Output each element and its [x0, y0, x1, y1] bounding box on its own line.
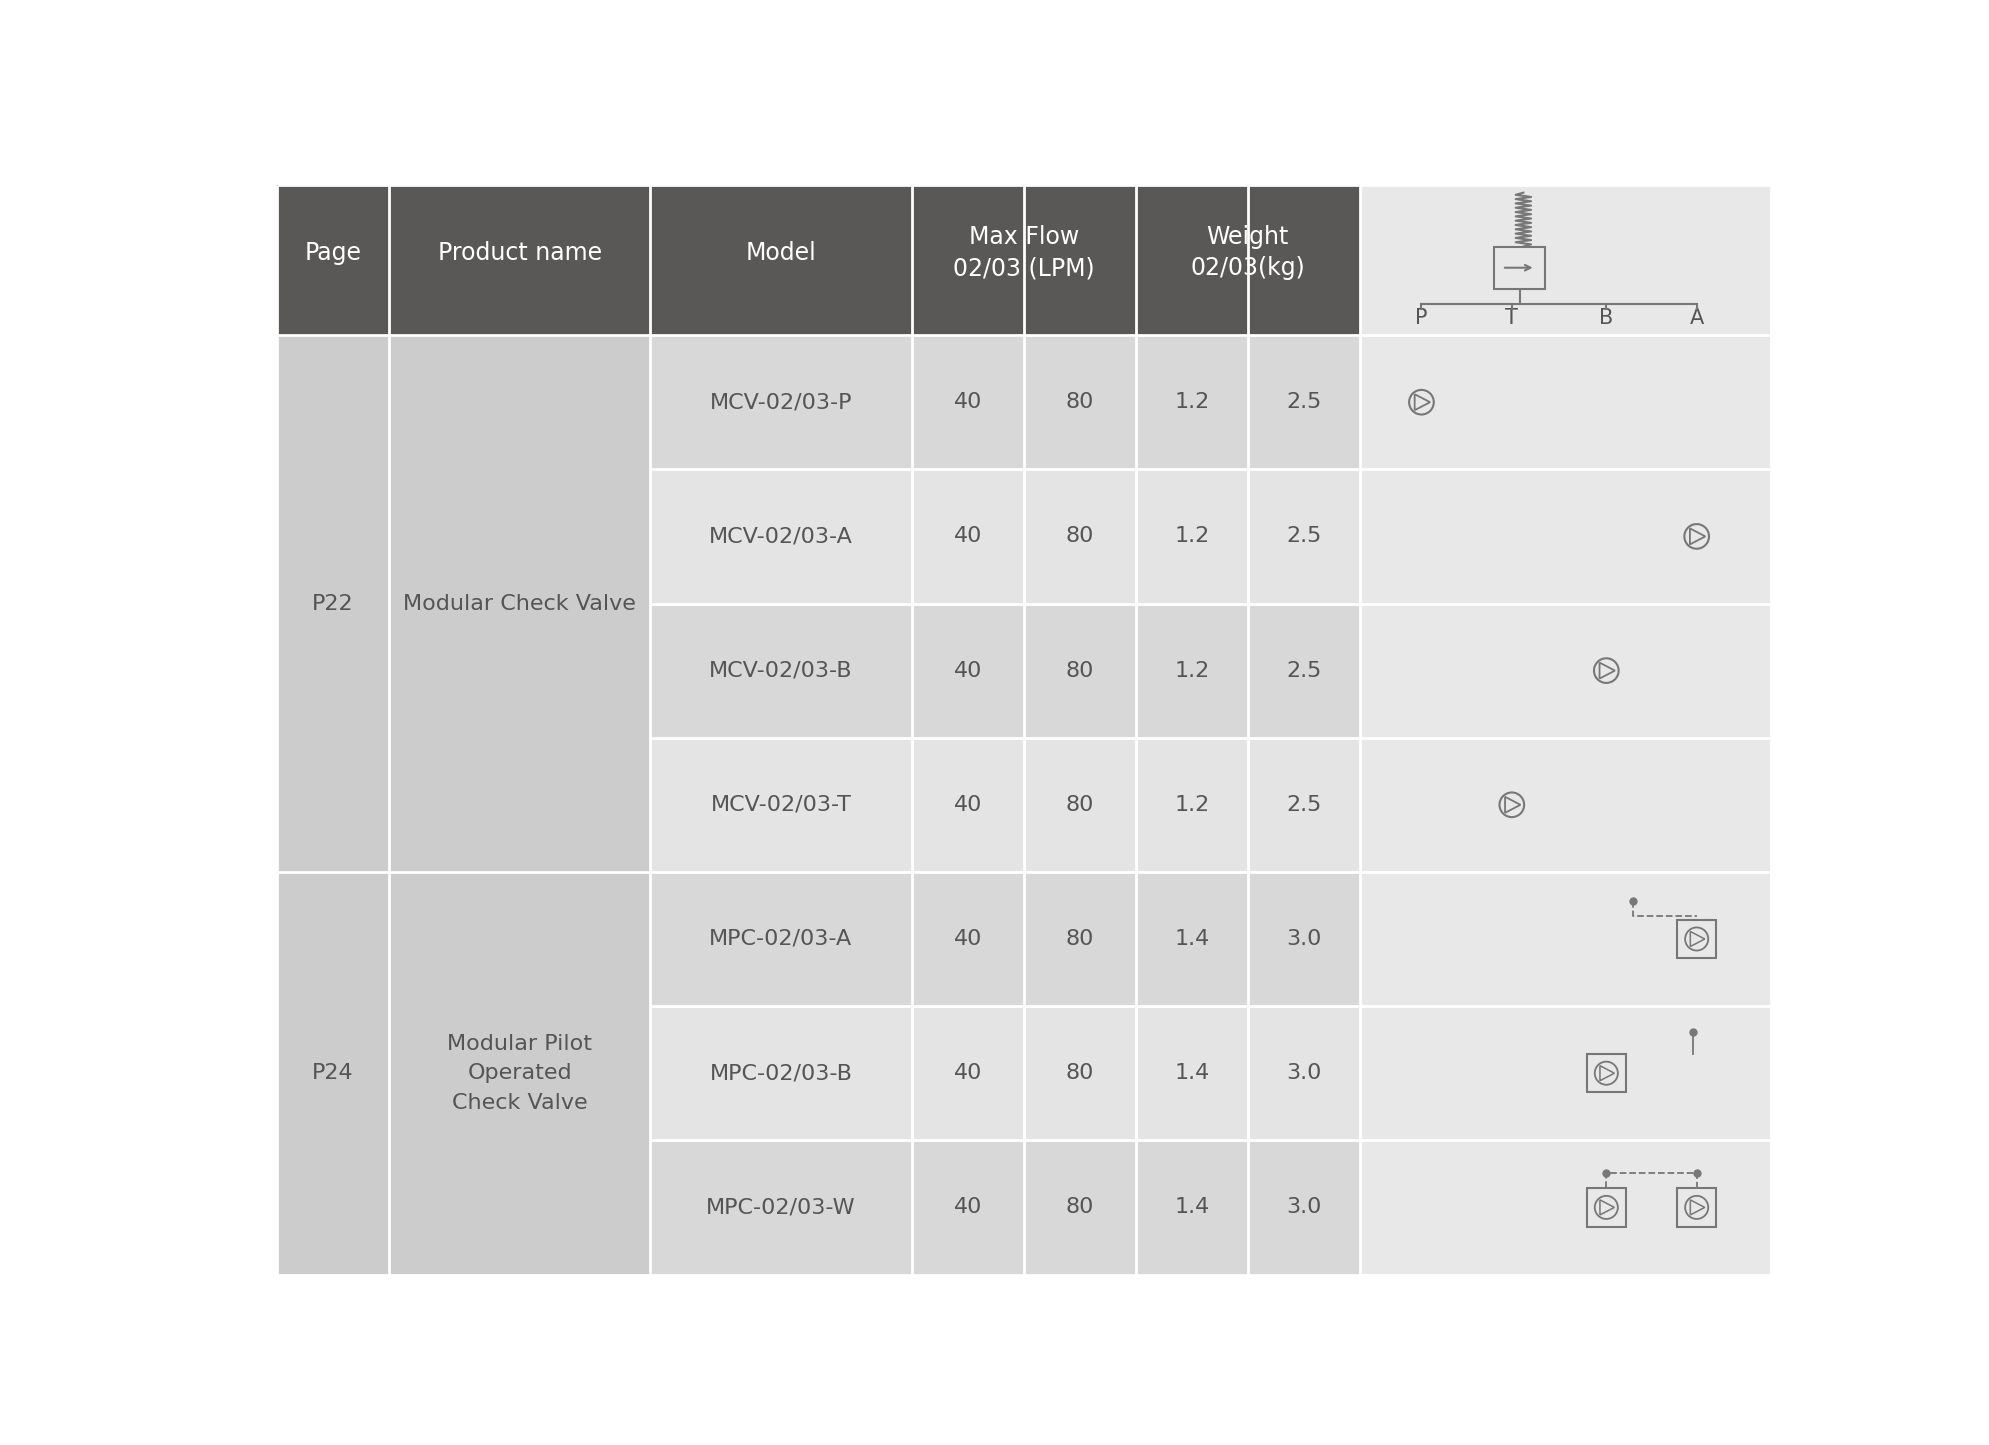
Bar [276, 871, 650, 1274]
Text: MCV-02/03-A: MCV-02/03-A [708, 526, 853, 546]
Text: MCV-02/03-B: MCV-02/03-B [708, 660, 853, 681]
Text: MPC-02/03-B: MPC-02/03-B [710, 1064, 851, 1084]
Text: 40: 40 [953, 1198, 981, 1217]
Text: 40: 40 [953, 795, 981, 815]
Text: Product name: Product name [438, 240, 601, 264]
Bar [1358, 871, 1770, 1006]
Bar [276, 185, 1358, 335]
Text: Modular Check Valve: Modular Check Valve [404, 594, 636, 614]
Bar [1358, 1140, 1770, 1274]
Text: P: P [1414, 308, 1426, 328]
Text: 80: 80 [1064, 1064, 1094, 1084]
Text: Page: Page [304, 240, 362, 264]
Text: 2.5: 2.5 [1285, 660, 1321, 681]
Text: 40: 40 [953, 392, 981, 412]
Text: Model: Model [746, 240, 815, 264]
Bar [1494, 247, 1543, 289]
Text: 2.5: 2.5 [1285, 392, 1321, 412]
Text: 1.2: 1.2 [1174, 526, 1209, 546]
Bar [1358, 1006, 1770, 1140]
Text: 80: 80 [1064, 1198, 1094, 1217]
Bar [1677, 1188, 1715, 1227]
Text: 80: 80 [1064, 795, 1094, 815]
Bar [1358, 185, 1770, 335]
Text: 1.2: 1.2 [1174, 660, 1209, 681]
Text: MPC-02/03-W: MPC-02/03-W [706, 1198, 855, 1217]
Text: Modular Pilot
Operated
Check Valve: Modular Pilot Operated Check Valve [448, 1033, 593, 1113]
Bar [1587, 1188, 1625, 1227]
Text: 2.5: 2.5 [1285, 795, 1321, 815]
Text: 1.2: 1.2 [1174, 392, 1209, 412]
Text: P24: P24 [312, 1064, 354, 1084]
Text: 3.0: 3.0 [1285, 1198, 1321, 1217]
Text: 1.4: 1.4 [1174, 1198, 1209, 1217]
Bar [1587, 1053, 1625, 1092]
Bar [650, 335, 1358, 470]
Text: 80: 80 [1064, 526, 1094, 546]
Text: 1.4: 1.4 [1174, 929, 1209, 949]
Bar [650, 738, 1358, 871]
Bar [1358, 604, 1770, 738]
Text: 80: 80 [1064, 392, 1094, 412]
Text: MCV-02/03-T: MCV-02/03-T [710, 795, 851, 815]
Text: MCV-02/03-P: MCV-02/03-P [710, 392, 851, 412]
Text: P22: P22 [312, 594, 354, 614]
Text: B: B [1599, 308, 1613, 328]
Text: 40: 40 [953, 660, 981, 681]
Text: 1.2: 1.2 [1174, 795, 1209, 815]
Text: 2.5: 2.5 [1285, 526, 1321, 546]
Bar [650, 604, 1358, 738]
Text: 3.0: 3.0 [1285, 1064, 1321, 1084]
Text: 80: 80 [1064, 929, 1094, 949]
Bar [650, 470, 1358, 604]
Text: MPC-02/03-A: MPC-02/03-A [708, 929, 851, 949]
Text: Max Flow
02/03 (LPM): Max Flow 02/03 (LPM) [953, 225, 1094, 280]
Bar [276, 335, 650, 871]
Bar [650, 1140, 1358, 1274]
Bar [650, 1006, 1358, 1140]
Text: 40: 40 [953, 1064, 981, 1084]
Bar [1358, 335, 1770, 470]
Bar [650, 871, 1358, 1006]
Text: 40: 40 [953, 526, 981, 546]
Bar [1358, 738, 1770, 871]
Text: 80: 80 [1064, 660, 1094, 681]
Text: 3.0: 3.0 [1285, 929, 1321, 949]
Text: T: T [1504, 308, 1518, 328]
Text: Weight
02/03(kg): Weight 02/03(kg) [1189, 225, 1305, 280]
Text: A: A [1689, 308, 1703, 328]
Text: 1.4: 1.4 [1174, 1064, 1209, 1084]
Bar [1358, 470, 1770, 604]
Bar [1677, 920, 1715, 958]
Text: 40: 40 [953, 929, 981, 949]
